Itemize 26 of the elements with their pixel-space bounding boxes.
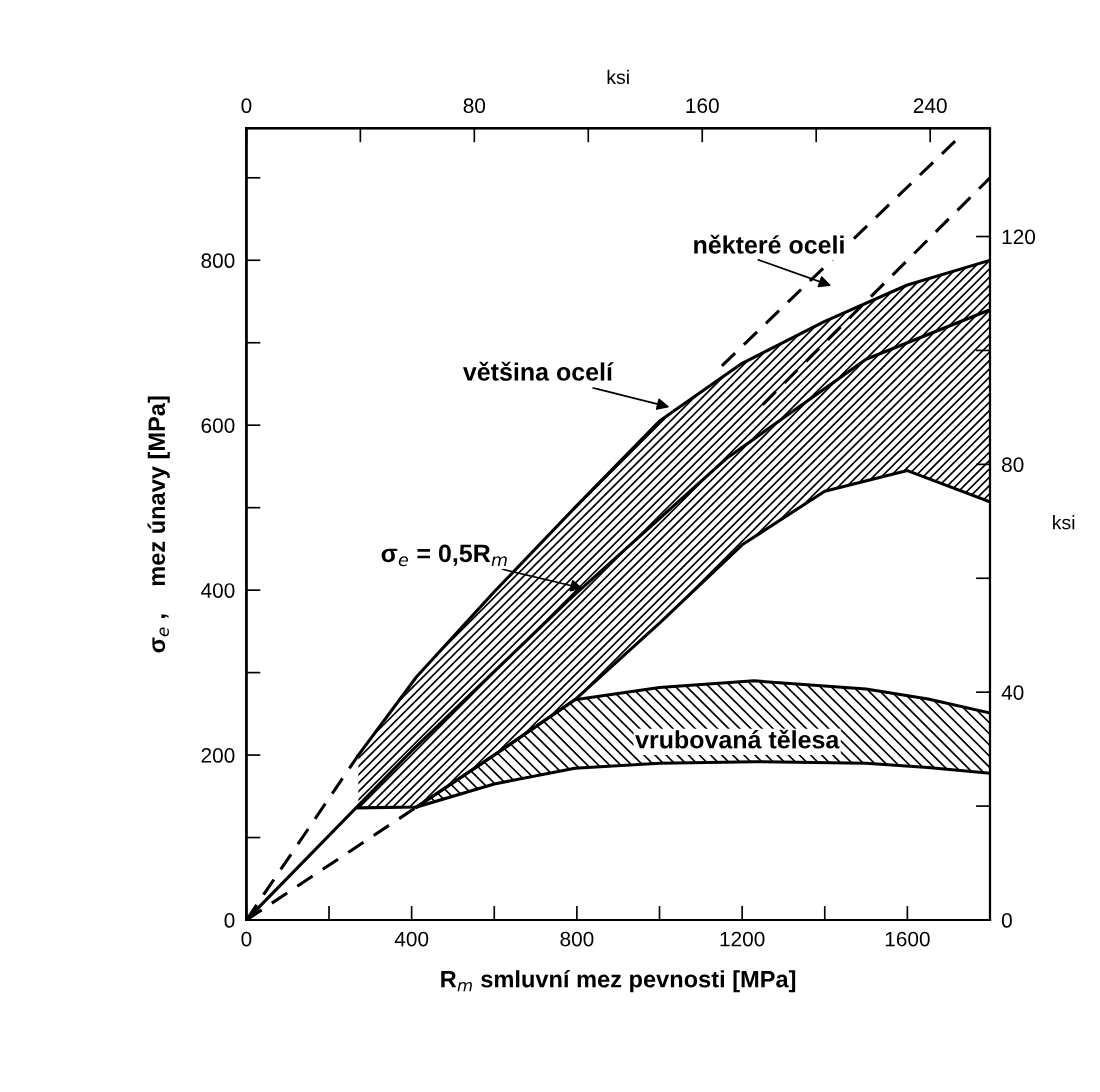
x2-tick-label: 80: [463, 98, 486, 114]
y-tick-label: 400: [201, 583, 235, 598]
y2-tick-label: 80: [1002, 457, 1024, 473]
x-axis-title: R$_{m}$ smluvní mez pevnosti [MPa]: [441, 969, 796, 993]
x2-axis-title: ksi: [607, 69, 629, 85]
annotation: většina ocelí: [462, 361, 614, 381]
annotation: vrubovaná tělesa: [635, 729, 840, 749]
annotation: některé oceli: [694, 234, 844, 254]
x-tick-label: 1600: [885, 931, 930, 947]
y2-tick-label: 0: [1001, 913, 1012, 928]
x-tick-label: 800: [560, 931, 594, 947]
y-tick-label: 600: [201, 418, 235, 433]
y-axis-title: σ$_{e}$ , mez únavy [MPa]: [147, 396, 170, 653]
x-tick-label: 0: [241, 931, 252, 947]
x-tick-label: 400: [394, 931, 429, 947]
y2-axis-title: ksi: [1053, 515, 1075, 530]
y-tick-label: 800: [201, 253, 235, 269]
x2-tick-label: 160: [686, 98, 719, 114]
x2-tick-label: 240: [913, 98, 947, 114]
annotation: σ$_{e}$ = 0,5R$_{m}$: [381, 544, 507, 567]
y2-tick-label: 40: [1001, 685, 1024, 700]
y-tick-label: 0: [224, 913, 235, 928]
x2-tick-label: 0: [241, 98, 252, 114]
y-tick-label: 200: [201, 748, 235, 763]
y2-tick-label: 120: [1002, 229, 1036, 245]
x-tick-label: 1200: [720, 931, 765, 947]
